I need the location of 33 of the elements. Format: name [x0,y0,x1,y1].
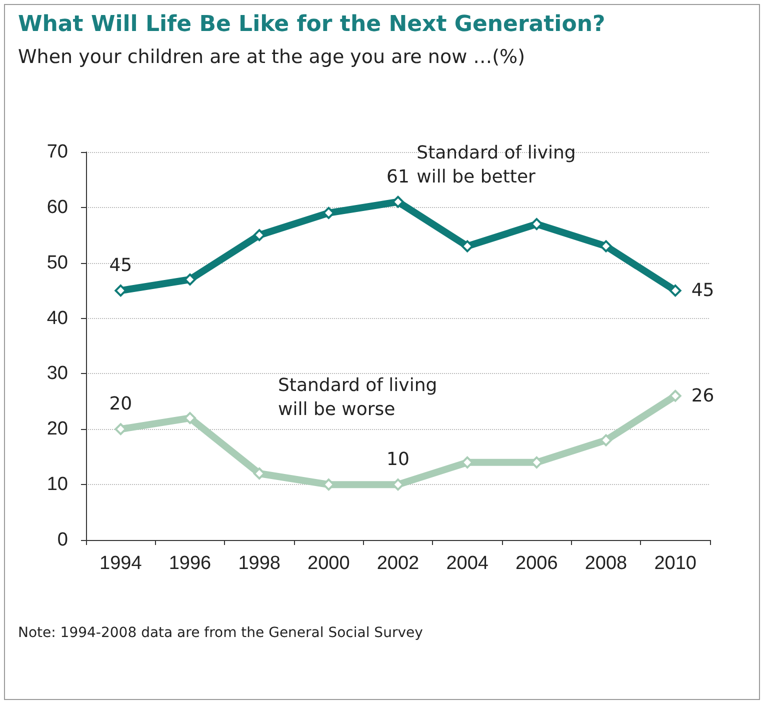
data-label: 20 [109,394,132,415]
y-tick-label: 70 [46,142,68,162]
y-tick-label: 10 [46,474,68,496]
x-tick-label: 2010 [654,553,696,574]
x-tick-label: 1998 [238,553,280,574]
x-tick-label: 2008 [584,553,628,574]
chart-title: What Will Life Be Like for the Next Generation? [18,12,606,37]
data-label: 45 [691,280,714,302]
y-tick-label: 30 [46,363,68,384]
point [669,284,682,297]
y-tick-label: 60 [46,196,68,218]
data-label: 61 [386,166,410,188]
y-tick-label: 0 [57,530,68,550]
text: Note: 1994-2008 data are from the General Social Survey [18,625,423,641]
y-tick-label: 50 [46,252,68,274]
y-tick-label: 20 [46,418,68,440]
text: Standard of living will be worse [278,375,438,420]
point [600,240,612,252]
y-tick-label: 40 [46,308,68,329]
point [253,229,266,242]
point [669,390,682,402]
x-tick-label: 2004 [446,553,489,574]
x-tick-label: 1994 [100,553,142,574]
data-label: 10 [386,449,410,470]
data-label: 45 [109,255,132,276]
chart-subtitle: When your children are at the age you are now …(%) [18,46,526,68]
data-label: 26 [691,385,714,406]
x-tick-label: 1996 [168,553,212,574]
series-label: Standard of living will be better [416,142,576,188]
x-tick-label: 2002 [376,553,420,574]
point [461,240,474,252]
x-tick-label: 2000 [308,553,350,574]
x-tick-label: 2006 [516,553,558,574]
